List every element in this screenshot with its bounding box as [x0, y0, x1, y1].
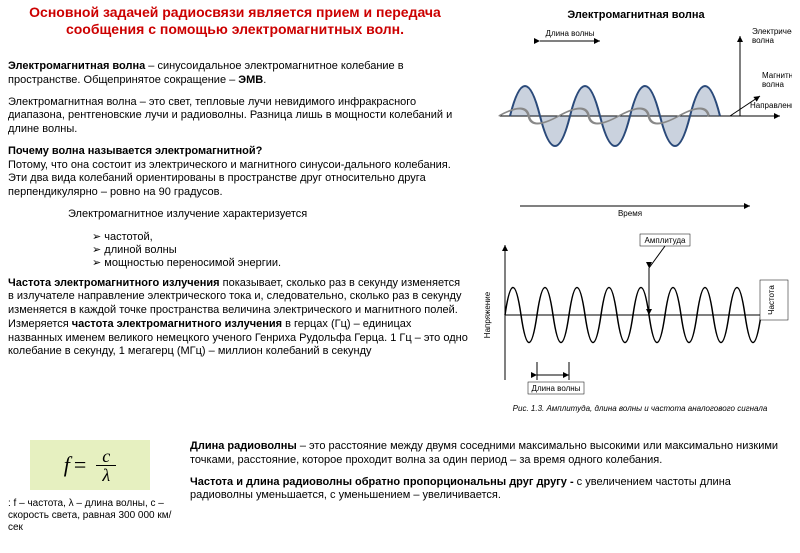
q-why: Почему волна называется электромагнитной… [8, 145, 468, 159]
bullet-power: мощностью переносимой энергии. [92, 256, 468, 269]
lbl-sine-dlina: Длина волны [532, 384, 581, 393]
lbl-time: Время [618, 209, 642, 218]
page-title: Основной задачей радиосвязи является при… [0, 0, 470, 42]
term-wavelength: Длина радиоволны [190, 440, 297, 452]
term-inverse: Частота и длина радиоволны обратно пропо… [190, 476, 577, 488]
para-frequency: Частота электромагнитного излучения пока… [8, 277, 468, 360]
formula-eq: = [74, 452, 86, 478]
formula-legend: : f – частота, λ – длина волны, c – скор… [8, 498, 178, 534]
term-freq: Частота электромагнитного излучения [8, 277, 220, 289]
a-why: Потому, что она состоит из электрическог… [8, 159, 468, 200]
em-wave-diagram: Электромагнитная волна Длина волны Элект… [480, 6, 792, 226]
bullet-freq: частотой, [92, 230, 468, 243]
lbl-freq: Частота [767, 285, 776, 315]
bullet-wavelength: длиной волны [92, 243, 468, 256]
abbrev-emv: ЭМВ [238, 74, 263, 86]
lbl-elec: Электрическаяволна [752, 27, 792, 45]
lbl-amp: Амплитуда [645, 236, 686, 245]
wave-title: Электромагнитная волна [567, 9, 705, 21]
txt-p1d: . [263, 74, 266, 86]
formula-f: f [64, 452, 70, 478]
formula-fraction: c λ [96, 447, 116, 484]
sine-diagram: Амплитуда Частота Напряжение Длина волны [480, 230, 792, 400]
formula-lambda: λ [102, 466, 110, 484]
term-emw: Электромагнитная волна [8, 60, 145, 72]
para-inverse: Частота и длина радиоволны обратно пропо… [190, 476, 790, 504]
para-emw-def: Электромагнитная волна – синусоидальное … [8, 60, 468, 88]
amp-pointer [649, 246, 665, 268]
lbl-mag: Магнитнаяволна [762, 71, 792, 89]
para-why: Почему волна называется электромагнитной… [8, 145, 468, 200]
bullet-list: частотой, длиной волны мощностью перенос… [92, 230, 468, 269]
formula-c: c [96, 447, 116, 466]
lbl-dlina: Длина волны [546, 29, 595, 38]
lbl-dir: Направление [750, 101, 792, 110]
left-column: Электромагнитная волна – синусоидальное … [8, 60, 468, 367]
formula-box: f = c λ [30, 440, 150, 490]
para-wavelength: Длина радиоволны – это расстояние между … [190, 440, 790, 468]
para-emw-types: Электромагнитная волна – это свет, тепло… [8, 96, 468, 137]
term-freq2: частота электромагнитного излучения [72, 318, 282, 330]
electric-wave-fill [510, 86, 720, 146]
lbl-napr: Напряжение [483, 291, 492, 338]
para-characterized: Электромагнитное излучение характеризует… [68, 208, 468, 222]
sine-caption: Рис. 1.3. Амплитуда, длина волны и часто… [500, 404, 780, 413]
right-bottom-text: Длина радиоволны – это расстояние между … [190, 440, 790, 511]
